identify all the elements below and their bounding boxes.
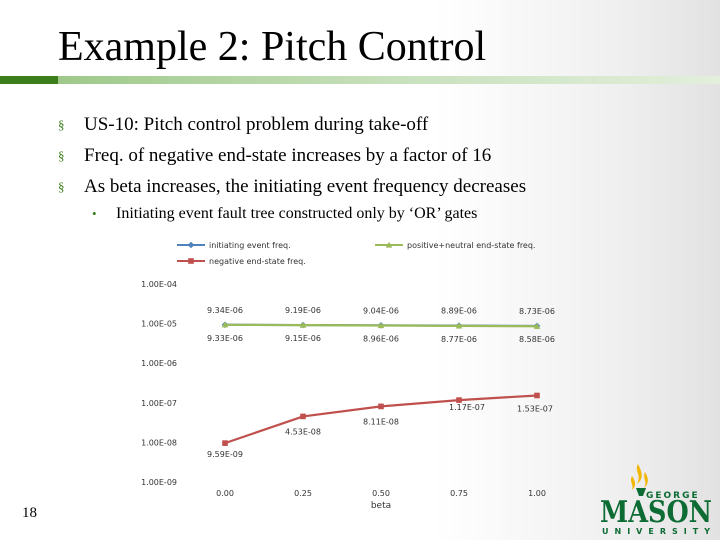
page-number: 18 [22, 505, 37, 521]
data-point [378, 403, 384, 410]
data-point [300, 413, 306, 420]
legend-entry: initiating event freq. [209, 241, 291, 250]
data-label: 8.96E-06 [363, 334, 399, 343]
bullet-marker: § [58, 179, 65, 194]
data-point [221, 321, 229, 328]
y-tick-label: 1.00E-08 [141, 438, 177, 447]
y-tick-label: 1.00E-09 [141, 478, 177, 487]
y-tick-label: 1.00E-05 [141, 320, 177, 329]
logo-word-george: GEORGE [646, 491, 700, 501]
data-point [222, 440, 228, 446]
bullet-marker: § [58, 148, 65, 163]
data-label: 1.53E-07 [517, 404, 553, 413]
bullet-list: § US-10: Pitch control problem during ta… [58, 112, 698, 225]
bullet-item: § As beta increases, the initiating even… [58, 174, 698, 205]
x-tick-label: 0.00 [216, 489, 234, 498]
data-label: 8.73E-06 [519, 307, 555, 316]
torch-icon [631, 464, 648, 496]
data-label: 8.58E-06 [519, 335, 555, 344]
bullet-text: US-10: Pitch control problem during take… [84, 114, 429, 135]
bullet-item: § US-10: Pitch control problem during ta… [58, 112, 698, 143]
bullet-text: As beta increases, the initiating event … [84, 176, 527, 197]
legend-entry: negative end-state freq. [209, 257, 306, 266]
title-rule-accent [0, 76, 58, 84]
data-point [533, 322, 541, 329]
legend-swatch-marker [187, 241, 195, 249]
data-label: 8.11E-08 [363, 417, 399, 426]
y-tick-label: 1.00E-07 [141, 399, 177, 408]
x-tick-label: 0.75 [450, 489, 468, 498]
legend-entry: positive+neutral end-state freq. [407, 241, 535, 250]
data-point [299, 321, 307, 328]
university-logo: GEORGE MASON UNIVERSITY [600, 464, 712, 536]
sub-bullet-text: Initiating event fault tree constructed … [116, 205, 478, 222]
title-rule [58, 76, 720, 84]
frequency-chart: 1.00E-04 1.00E-05 1.00E-06 1.00E-07 1.00E-08… [141, 241, 555, 511]
data-label: 9.04E-06 [363, 306, 399, 315]
bullet-text: Freq. of negative end-state increases by… [84, 145, 492, 166]
data-label: 9.19E-06 [285, 306, 321, 315]
legend-swatch-marker [385, 241, 393, 248]
data-point [534, 392, 540, 399]
x-axis-title: beta [371, 501, 391, 511]
y-tick-label: 1.00E-04 [141, 280, 177, 289]
data-label: 8.89E-06 [441, 307, 477, 316]
sub-bullet-marker: • [92, 206, 97, 221]
data-label: 9.59E-09 [207, 450, 243, 459]
data-point [455, 322, 463, 329]
data-point [377, 322, 385, 329]
y-tick-label: 1.00E-06 [141, 359, 177, 368]
x-tick-label: 0.50 [372, 489, 390, 498]
data-label: 9.33E-06 [207, 334, 243, 343]
legend-swatch-marker [188, 258, 194, 264]
logo-word-mason: MASON [600, 495, 712, 530]
bullet-marker: § [58, 117, 65, 132]
data-label: 8.77E-06 [441, 335, 477, 344]
bullet-item: § Freq. of negative end-state increases … [58, 143, 698, 174]
x-tick-label: 0.25 [294, 489, 312, 498]
x-tick-label: 1.00 [528, 489, 546, 498]
data-point [456, 397, 462, 403]
data-label: 1.17E-07 [449, 403, 485, 412]
sub-bullet-item: • Initiating event fault tree constructe… [58, 203, 698, 225]
data-label: 9.15E-06 [285, 334, 321, 343]
slide-title: Example 2: Pitch Control [58, 24, 487, 70]
data-label: 4.53E-08 [285, 427, 321, 436]
data-label: 9.34E-06 [207, 306, 243, 315]
